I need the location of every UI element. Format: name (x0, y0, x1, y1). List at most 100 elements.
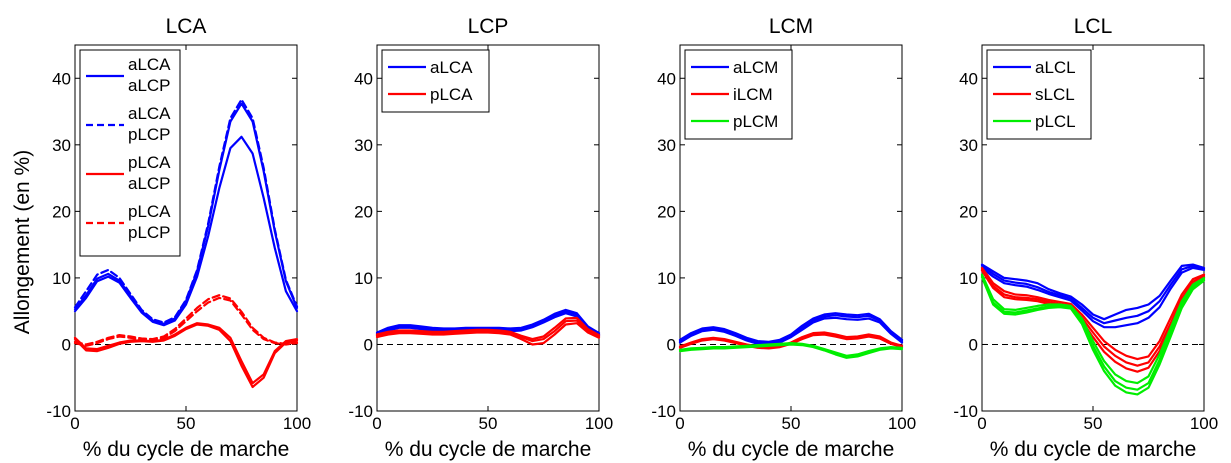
legend: aLCA aLCP aLCA pLCP pLCA aLCP pLCA pLCP (79, 49, 181, 257)
legend-label: aLCM (733, 58, 778, 77)
legend-entry: aLCM (691, 58, 778, 77)
y-tick-label: 30 (52, 136, 71, 155)
x-tick-label: 50 (782, 414, 801, 433)
chart-title: LCP (468, 15, 509, 38)
series-line (73, 135, 299, 327)
series-line (980, 276, 1206, 396)
x-tick-label: 100 (283, 414, 311, 433)
y-tick-label: 0 (667, 335, 676, 354)
legend-label: aLCL (1035, 58, 1076, 77)
legend-label: aLCA (430, 58, 473, 77)
y-tick-label: 30 (959, 136, 978, 155)
legend-label: aLCA (128, 104, 171, 123)
y-tick-label: -10 (46, 402, 71, 421)
legend: aLCL sLCL pLCL (986, 49, 1092, 140)
legend: aLCA pLCA (381, 49, 490, 113)
legend-label: aLCP (128, 174, 171, 193)
legend-label: aLCA (128, 55, 171, 74)
legend-label: pLCA (128, 153, 171, 172)
legend-entry: aLCL (993, 58, 1076, 77)
legend-entry: pLCA aLCP (86, 153, 171, 193)
series-line (980, 264, 1206, 325)
x-axis-label: % du cycle de marche (83, 438, 290, 461)
legend-entry: iLCM (691, 85, 773, 104)
legend: aLCM iLCM pLCM (684, 49, 793, 140)
x-tick-label: 0 (372, 414, 381, 433)
y-tick-label: 40 (657, 69, 676, 88)
series-line (678, 312, 904, 343)
series-line (678, 342, 904, 357)
legend-entry: pLCA pLCP (86, 202, 171, 242)
series-line (375, 316, 601, 341)
legend-label: pLCA (430, 85, 473, 104)
series-line (980, 274, 1206, 391)
legend-box (79, 49, 181, 257)
legend-entry: pLCM (691, 112, 778, 131)
y-tick-label: 10 (354, 269, 373, 288)
legend-entry: aLCA pLCP (86, 104, 171, 144)
x-axis-label: % du cycle de marche (990, 438, 1197, 461)
chart-title: LCA (166, 15, 207, 38)
series-line (980, 266, 1206, 329)
series-line (375, 308, 601, 335)
legend-entry: pLCL (993, 112, 1076, 131)
y-tick-label: 20 (52, 202, 71, 221)
y-tick-label: 40 (52, 69, 71, 88)
series-line (375, 322, 601, 346)
x-tick-label: 50 (177, 414, 196, 433)
series-line (980, 273, 1206, 385)
legend-entry: aLCA (388, 58, 473, 77)
chart-title: LCL (1074, 15, 1113, 38)
legend-box (381, 49, 490, 113)
x-tick-label: 100 (1190, 414, 1218, 433)
x-tick-label: 100 (585, 414, 613, 433)
y-tick-label: -10 (651, 402, 676, 421)
y-tick-label: 10 (959, 269, 978, 288)
y-tick-label: 0 (62, 335, 71, 354)
x-tick-label: 100 (888, 414, 916, 433)
y-tick-label: -10 (348, 402, 373, 421)
legend-label: pLCL (1035, 112, 1076, 131)
series-line (980, 268, 1206, 367)
y-tick-label: 10 (52, 269, 71, 288)
series-line (678, 343, 904, 359)
legend-label: aLCP (128, 76, 171, 95)
y-tick-label: 40 (354, 69, 373, 88)
series-line (980, 263, 1206, 321)
legend-label: pLCA (128, 202, 171, 221)
legend-label: pLCP (128, 125, 171, 144)
x-tick-label: 0 (70, 414, 79, 433)
legend-entry: aLCA aLCP (86, 55, 171, 95)
y-tick-label: 10 (657, 269, 676, 288)
y-tick-label: 30 (354, 136, 373, 155)
y-tick-label: 30 (657, 136, 676, 155)
series-line (73, 98, 299, 324)
series-line (375, 319, 601, 343)
series-line (73, 323, 299, 389)
y-tick-label: 40 (959, 69, 978, 88)
series-line (678, 316, 904, 346)
y-tick-label: 20 (354, 202, 373, 221)
legend-label: iLCM (733, 85, 773, 104)
series-line (980, 266, 1206, 361)
series-line (73, 296, 299, 347)
series-line (73, 322, 299, 385)
legend-entry: pLCA (388, 85, 473, 104)
x-tick-label: 50 (479, 414, 498, 433)
y-tick-label: 0 (364, 335, 373, 354)
y-tick-label: -10 (953, 402, 978, 421)
x-tick-label: 50 (1084, 414, 1103, 433)
legend-label: sLCL (1035, 85, 1075, 104)
y-tick-label: 20 (657, 202, 676, 221)
legend-label: pLCM (733, 112, 778, 131)
chart-title: LCM (769, 15, 813, 38)
x-tick-label: 0 (675, 414, 684, 433)
y-tick-label: 0 (969, 335, 978, 354)
legend-entry: sLCL (993, 85, 1075, 104)
y-axis-label: Allongement (en %) (11, 150, 34, 334)
